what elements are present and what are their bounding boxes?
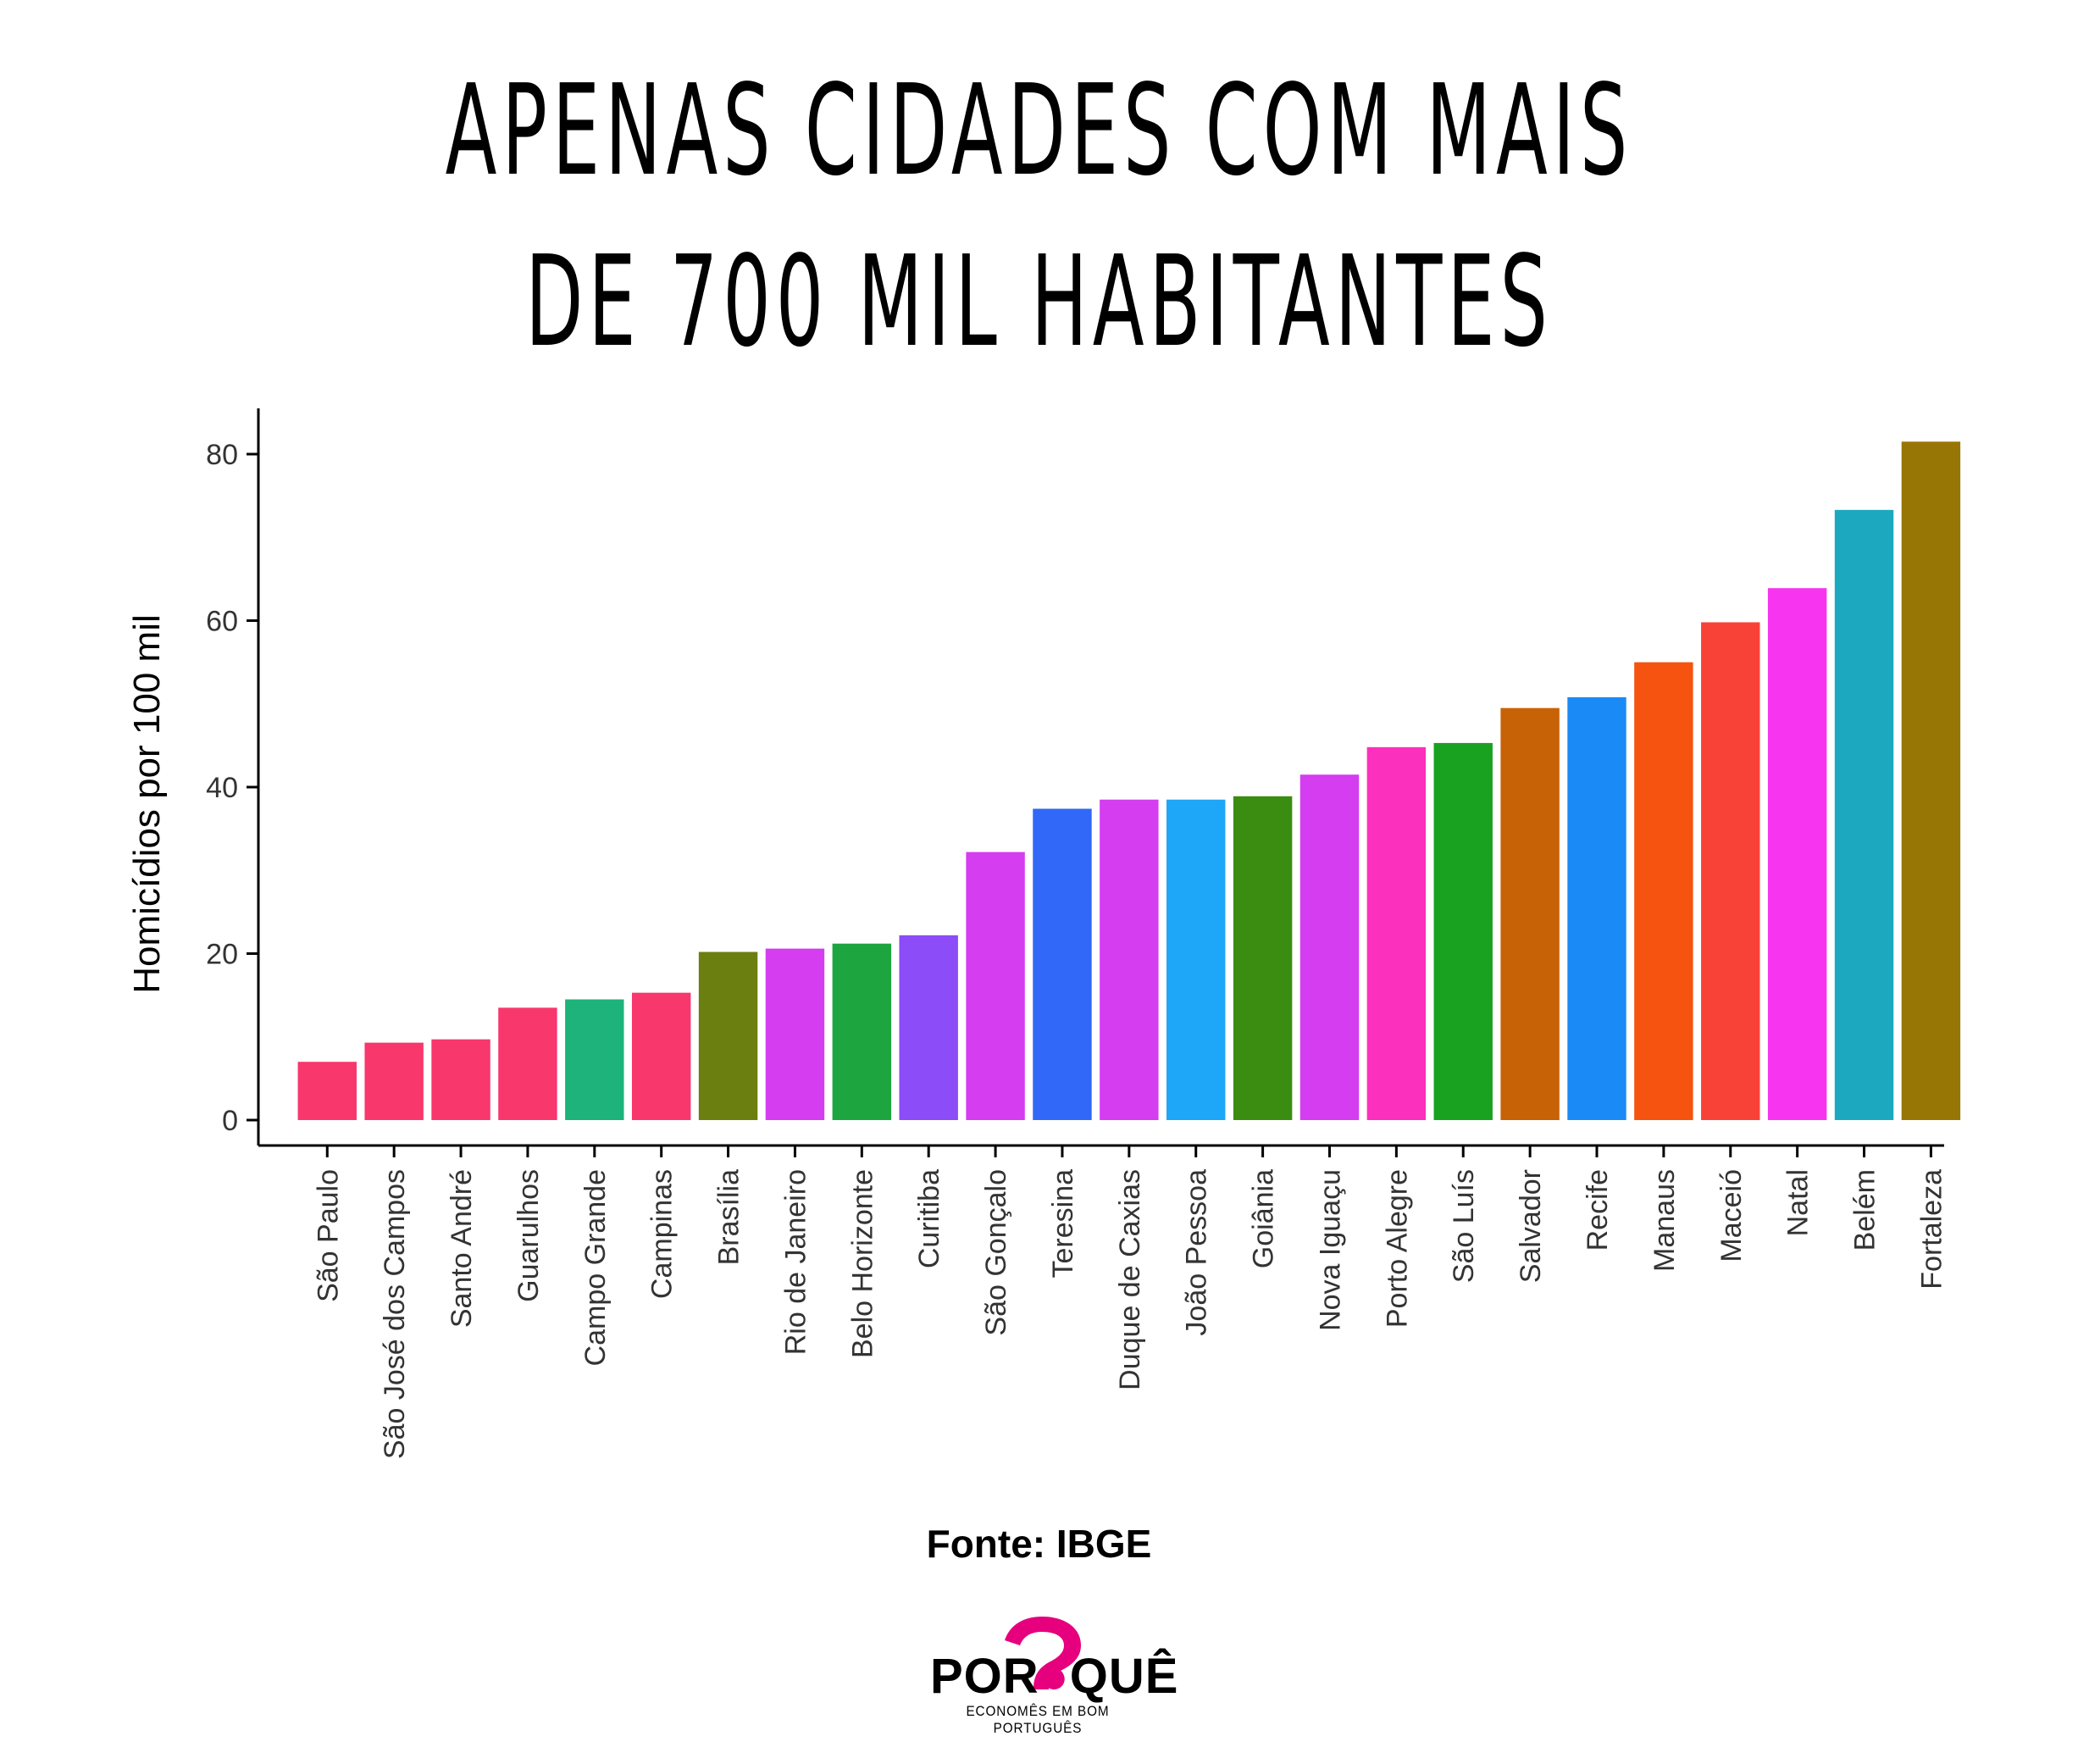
bar-macei- [1701,622,1760,1120]
bar-santo-andr- [431,1039,490,1120]
logo-dot-icon: ● [1039,1649,1070,1704]
x-tick-label: Curitiba [913,1169,945,1268]
bar-natal [1767,588,1827,1120]
x-tick-label: Belo Horizonte [846,1169,878,1358]
bar-recife [1567,696,1626,1120]
bar-chart: 0 20 40 60 80 Homicídios por 100 mil São Paulo… [126,408,1961,1459]
x-tick-label: Recife [1582,1169,1614,1251]
x-tick-label: Campinas [646,1169,679,1299]
x-tick-label: Teresina [1047,1169,1079,1279]
x-tick-label: Santo André [446,1169,478,1328]
x-tick-label: Guarulhos [513,1169,545,1302]
question-mark-icon [1005,1617,1081,1689]
bar-manaus [1634,662,1693,1120]
bar-belo-horizonte [832,943,892,1120]
bar-bel-m [1834,509,1894,1120]
bar-campo-grande [565,999,624,1120]
bar-s-o-lu-s [1433,742,1493,1120]
bar-duque-de-caxias [1100,799,1159,1120]
chart-title-line-2: DE 700 MIL HABITANTES [525,229,1553,374]
bar-goi-nia [1233,796,1293,1120]
chart-title-line-1: APENAS CIDADES COM MAIS [445,58,1633,203]
x-tick-label: Belém [1849,1169,1881,1251]
logo-right: QUÊ [1069,1649,1179,1704]
logo-tagline: ECONOMÊS EM BOM PORTUGUÊS [966,1703,1110,1736]
x-tick-label: Maceió [1715,1169,1748,1262]
source-note: Fonte: IBGE [926,1522,1152,1566]
logo-left: POR [930,1649,1039,1704]
x-tick-label: João Pessoa [1181,1169,1213,1336]
x-tick-label: Goiânia [1248,1169,1280,1268]
bar-s-o-paulo [297,1062,357,1120]
bar-fortaleza [1901,441,1961,1120]
bar-porto-alegre [1366,746,1427,1120]
y-tick-label: 60 [206,606,238,638]
x-tick-label: São Paulo [312,1169,344,1302]
bar-teresina [1033,808,1092,1120]
x-tick-label: Nova Iguaçu [1314,1169,1346,1331]
x-tick-label: Salvador [1515,1169,1547,1283]
bar-guarulhos [498,1007,557,1120]
bar-jo-o-pessoa [1166,799,1226,1120]
y-axis-label: Homicídios por 100 mil [126,614,168,994]
logo-wordmark: POR●QUÊ [930,1648,1178,1705]
bar-curitiba [899,935,958,1120]
bar-rio-de-janeiro [765,948,825,1120]
x-tick-label: São Gonçalo [980,1169,1012,1336]
bar-s-o-gon-alo [966,851,1025,1120]
bar-bras-lia [698,951,758,1120]
y-tick-label: 40 [206,772,238,804]
x-tick-label: Porto Alegre [1381,1169,1413,1328]
x-tick-label: Rio de Janeiro [779,1169,812,1355]
y-tick-label: 20 [206,939,238,971]
bar-salvador [1500,707,1560,1120]
x-tick-label: Brasília [713,1169,745,1265]
bar-s-o-jos-dos-campos [364,1042,424,1120]
x-tick-label: São Luís [1448,1169,1480,1283]
x-tick-label: Campo Grande [579,1169,612,1366]
x-tick-label: Natal [1782,1169,1815,1236]
x-tick-label: São José dos Campos [379,1169,411,1459]
y-tick-label: 80 [206,439,238,471]
bar-campinas [631,992,691,1120]
bar-nova-igua-u [1299,774,1360,1120]
x-tick-label: Duque de Caxias [1114,1169,1146,1390]
y-tick-label: 0 [222,1105,238,1137]
x-tick-label: Fortaleza [1915,1169,1948,1290]
x-tick-label: Manaus [1649,1169,1681,1272]
